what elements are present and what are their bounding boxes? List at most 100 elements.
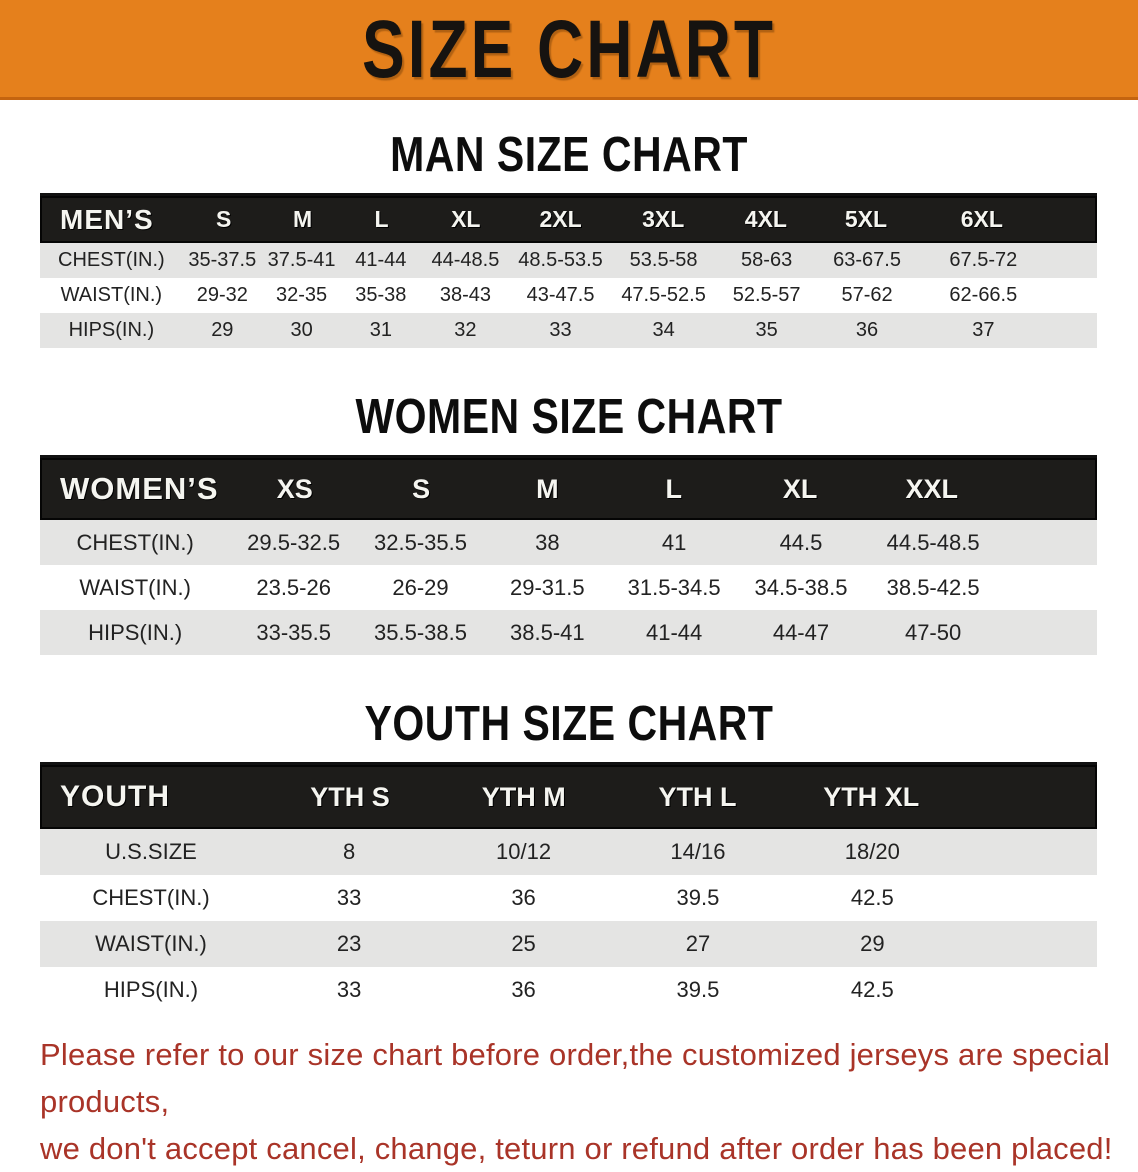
order-disclaimer: Please refer to our size chart before or… <box>40 1031 1118 1172</box>
row-label: WAIST(IN.) <box>95 931 207 956</box>
cell-value: 38.5-41 <box>510 619 585 645</box>
cell-value: 38.5-42.5 <box>886 574 980 600</box>
column-header: XL <box>782 473 818 504</box>
cell-value: 27 <box>685 931 711 956</box>
column-header: M <box>293 206 313 232</box>
column-header: YTH M <box>481 781 566 812</box>
cell-value: 44.5-48.5 <box>886 529 980 555</box>
cell-value: 29 <box>211 319 234 341</box>
cell-value: 18/20 <box>844 839 900 864</box>
cell-value: 41 <box>661 529 687 555</box>
table-title-cell: WOMEN’S <box>60 471 219 506</box>
row-label: HIPS(IN.) <box>88 619 183 645</box>
cell-value: 38 <box>535 529 560 555</box>
youth-section-heading-text: YOUTH SIZE CHART <box>364 695 774 751</box>
cell-value: 31 <box>369 319 392 341</box>
cell-value: 33 <box>336 977 362 1002</box>
cell-value: 48.5-53.5 <box>518 249 603 271</box>
table-row: WAIST(IN.) 23 25 27 29 <box>40 921 1097 967</box>
column-header: S <box>215 206 232 232</box>
men-size-table: MEN’S S M L XL 2XL 3XL 4XL 5XL 6XL CHEST(IN.) 35-37… <box>40 196 1097 348</box>
column-header: L <box>665 473 683 504</box>
cell-value: 41-44 <box>355 249 407 271</box>
cell-value: 39.5 <box>676 977 720 1002</box>
men-section-heading-text: MAN SIZE CHART <box>390 126 748 182</box>
cell-value: 23 <box>336 931 362 956</box>
table-row: HIPS(IN.) 29 30 31 32 33 34 35 36 37 <box>40 313 1097 348</box>
row-label: CHEST(IN.) <box>58 249 165 271</box>
row-label: CHEST(IN.) <box>92 885 210 910</box>
cell-value: 35.5-38.5 <box>374 619 467 645</box>
cell-value: 42.5 <box>850 977 894 1002</box>
men-section-heading: MAN SIZE CHART <box>0 126 1138 181</box>
cell-value: 44-47 <box>772 619 830 645</box>
cell-value: 30 <box>290 319 313 341</box>
cell-value: 35-38 <box>355 284 407 306</box>
cell-value: 35 <box>755 319 778 341</box>
cell-value: 63-67.5 <box>833 249 901 271</box>
table-row: HIPS(IN.) 33 36 39.5 42.5 <box>40 967 1097 1013</box>
youth-size-table: YOUTH YTH S YTH M YTH L YTH XL U.S.SIZE 8 10/12… <box>40 765 1097 1013</box>
row-label: WAIST(IN.) <box>60 284 163 306</box>
cell-value: 39.5 <box>676 885 720 910</box>
table-header-row: WOMEN’S XS S M L XL XXL <box>40 458 1097 520</box>
cell-value: 36 <box>855 319 879 341</box>
row-label: WAIST(IN.) <box>79 574 191 600</box>
banner-title: SIZE CHART <box>362 2 776 95</box>
cell-value: 14/16 <box>670 839 726 864</box>
cell-value: 33 <box>336 885 362 910</box>
cell-value: 10/12 <box>496 839 552 864</box>
column-header: M <box>536 473 559 504</box>
cell-value: 8 <box>343 839 356 864</box>
table-row: WAIST(IN.) 23.5-26 26-29 29-31.5 31.5-34.5 34… <box>40 565 1097 610</box>
cell-value: 29-32 <box>196 284 248 306</box>
cell-value: 41-44 <box>646 619 703 645</box>
youth-size-section: YOUTH SIZE CHART YOUTH YTH S YTH M YTH L YTH… <box>0 695 1138 1013</box>
cell-value: 34 <box>652 319 675 341</box>
cell-value: 32-35 <box>276 284 328 306</box>
cell-value: 38-43 <box>439 284 491 306</box>
women-size-section: WOMEN SIZE CHART WOMEN’S XS S M L XL XXL CHEST(… <box>0 388 1138 655</box>
row-label: HIPS(IN.) <box>103 977 199 1002</box>
cell-value: 43-47.5 <box>526 284 595 306</box>
table-row: CHEST(IN.) 33 36 39.5 42.5 <box>40 875 1097 921</box>
cell-value: 25 <box>511 931 536 956</box>
cell-value: 44-48.5 <box>431 249 500 271</box>
column-header: YTH L <box>658 781 737 812</box>
table-title-cell: MEN’S <box>60 203 154 235</box>
row-label: U.S.SIZE <box>105 839 197 864</box>
table-row: WAIST(IN.) 29-32 32-35 35-38 38-43 43-47.5 47.… <box>40 278 1097 313</box>
cell-value: 33-35.5 <box>256 619 331 645</box>
column-header: XL <box>451 206 481 232</box>
cell-value: 31.5-34.5 <box>627 574 721 600</box>
disclaimer-line-2: we don't accept cancel, change, teturn o… <box>40 1131 1113 1166</box>
cell-value: 35-37.5 <box>188 249 257 271</box>
table-title-cell: YOUTH <box>60 780 170 813</box>
column-header: 6XL <box>960 206 1003 232</box>
column-header: S <box>412 473 431 504</box>
cell-value: 37.5-41 <box>267 249 336 271</box>
column-header: XS <box>276 473 313 504</box>
row-label: HIPS(IN.) <box>68 319 155 341</box>
row-label: CHEST(IN.) <box>76 529 194 555</box>
cell-value: 53.5-58 <box>629 249 698 271</box>
men-size-section: MAN SIZE CHART MEN’S S M L XL 2XL 3XL 4XL 5XL 6XL… <box>0 126 1138 348</box>
table-header-row: YOUTH YTH S YTH M YTH L YTH XL <box>40 765 1097 829</box>
cell-value: 29 <box>860 931 885 956</box>
table-row: HIPS(IN.) 33-35.5 35.5-38.5 38.5-41 41-44 44-… <box>40 610 1097 655</box>
cell-value: 57-62 <box>841 284 893 306</box>
cell-value: 42.5 <box>850 885 894 910</box>
column-header: XXL <box>905 473 959 504</box>
cell-value: 33 <box>549 319 572 341</box>
cell-value: 52.5-57 <box>732 284 801 306</box>
women-section-heading: WOMEN SIZE CHART <box>0 388 1138 443</box>
cell-value: 23.5-26 <box>256 574 331 600</box>
column-header: 4XL <box>744 206 787 232</box>
youth-section-heading: YOUTH SIZE CHART <box>0 695 1138 750</box>
cell-value: 44.5 <box>779 529 823 555</box>
cell-value: 62-66.5 <box>949 284 1018 306</box>
column-header: L <box>374 206 389 232</box>
cell-value: 36 <box>511 885 536 910</box>
cell-value: 36 <box>511 977 536 1002</box>
cell-value: 29-31.5 <box>510 574 585 600</box>
